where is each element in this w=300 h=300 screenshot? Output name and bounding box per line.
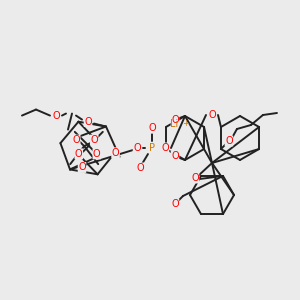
Text: O: O (171, 115, 179, 125)
Text: O: O (171, 151, 179, 161)
Text: O: O (93, 149, 100, 159)
Text: +: + (183, 119, 189, 128)
Text: O: O (161, 143, 169, 153)
Text: O: O (72, 135, 80, 145)
Text: O: O (225, 136, 233, 146)
Text: O: O (148, 123, 156, 133)
Text: O: O (191, 173, 199, 183)
Text: Li: Li (170, 119, 178, 129)
Text: O: O (78, 162, 86, 172)
Text: O: O (75, 149, 82, 159)
Text: O: O (84, 117, 92, 127)
Text: P: P (149, 143, 155, 153)
Text: O: O (208, 110, 216, 120)
Text: O: O (171, 199, 179, 209)
Text: O: O (52, 111, 60, 121)
Text: O: O (90, 135, 98, 145)
Text: O: O (112, 148, 119, 158)
Text: O: O (133, 143, 141, 153)
Text: O: O (136, 163, 144, 173)
